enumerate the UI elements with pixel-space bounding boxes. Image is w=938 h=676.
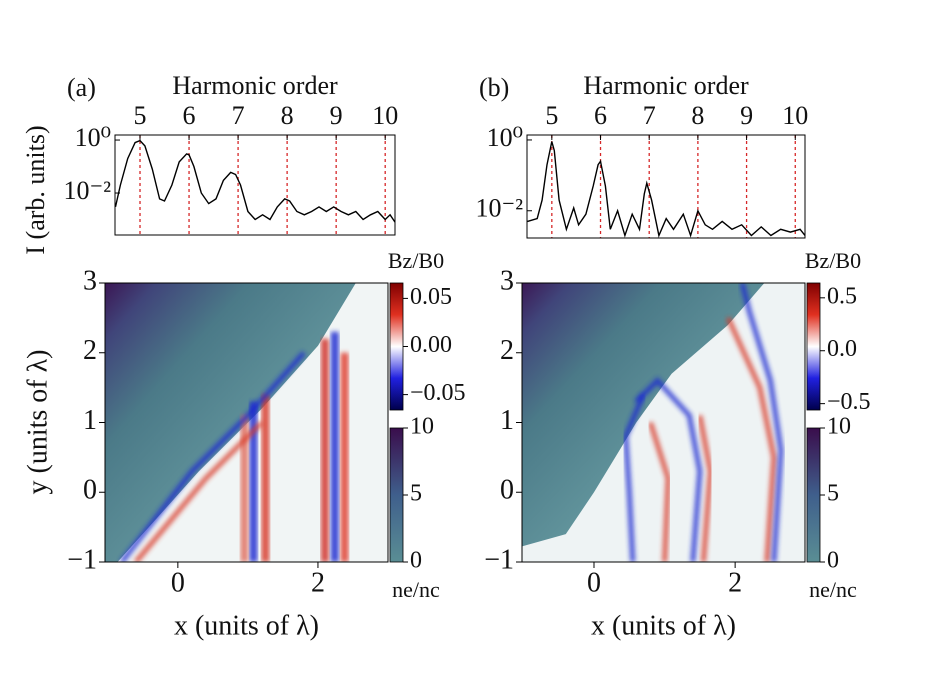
plot-frame bbox=[114, 134, 396, 236]
spectrum-line bbox=[115, 139, 395, 223]
colorbar-title: ne/nc bbox=[392, 577, 440, 602]
field-image bbox=[105, 283, 388, 562]
colorbar bbox=[806, 427, 821, 563]
field-stripe bbox=[634, 376, 703, 562]
panel-label: (b) bbox=[479, 73, 509, 102]
colorbar-tick-label: 5 bbox=[827, 481, 839, 507]
field-stripe bbox=[340, 352, 349, 562]
y-tick-label: 0 bbox=[500, 475, 514, 506]
field-stripe bbox=[320, 338, 329, 562]
x-tick-label: 2 bbox=[728, 567, 742, 598]
colorbar bbox=[806, 282, 821, 411]
field-stripe bbox=[249, 401, 258, 562]
colorbar bbox=[389, 282, 404, 411]
x-tick-label: 2 bbox=[311, 567, 325, 598]
field-stripe bbox=[240, 415, 249, 562]
y-tick-label: 10⁻² bbox=[63, 176, 111, 205]
y-tick-label: 0 bbox=[83, 475, 97, 506]
density-region bbox=[522, 283, 765, 547]
colorbar-tick-label: 10 bbox=[410, 414, 434, 440]
spectrum-line bbox=[527, 141, 805, 238]
colorbar-title: Bz/B0 bbox=[805, 248, 861, 273]
field-stripe bbox=[725, 316, 777, 562]
colorbar-tick-label: 0.00 bbox=[410, 332, 452, 358]
x-tick-label: 7 bbox=[232, 101, 245, 130]
colorbar-tick-label: 0 bbox=[410, 548, 422, 574]
field-stripe bbox=[330, 331, 339, 562]
field-stripe bbox=[133, 420, 264, 562]
y-tick-label: 3 bbox=[83, 265, 97, 296]
colorbar-tick-label: 5 bbox=[410, 481, 422, 507]
y-axis-title: I (arb. units) bbox=[21, 125, 50, 254]
density-region bbox=[105, 283, 356, 562]
x-axis-title: x (units of λ) bbox=[591, 610, 736, 641]
x-tick-label: 9 bbox=[330, 101, 343, 130]
y-tick-label: 10⁰ bbox=[487, 123, 523, 152]
colorbar-title: ne/nc bbox=[809, 577, 857, 602]
y-tick-label: −1 bbox=[67, 544, 97, 575]
y-tick-label: 10⁰ bbox=[75, 123, 111, 152]
x-tick-label: 10 bbox=[372, 101, 398, 130]
y-axis-title: y (units of λ) bbox=[22, 349, 53, 494]
x-tick-label: 0 bbox=[587, 567, 601, 598]
x-tick-label: 0 bbox=[171, 567, 185, 598]
y-tick-label: 1 bbox=[83, 405, 97, 436]
y-tick-label: −1 bbox=[484, 544, 514, 575]
colorbar-tick-label: −0.05 bbox=[410, 380, 466, 406]
colorbar-tick-label: 0.5 bbox=[827, 283, 857, 309]
x-axis-title: Harmonic order bbox=[172, 71, 338, 100]
x-tick-label: 9 bbox=[740, 101, 753, 130]
x-axis-title: Harmonic order bbox=[583, 71, 749, 100]
x-tick-label: 5 bbox=[545, 101, 558, 130]
colorbar-tick-label: 10 bbox=[827, 414, 851, 440]
field-stripe bbox=[119, 351, 306, 562]
colorbar-tick-label: 0.0 bbox=[827, 336, 857, 362]
field-stripe bbox=[261, 394, 270, 562]
y-tick-label: 2 bbox=[83, 335, 97, 366]
field-stripe bbox=[697, 415, 713, 562]
x-tick-label: 6 bbox=[594, 101, 607, 130]
colorbar-title: Bz/B0 bbox=[388, 248, 444, 273]
x-tick-label: 5 bbox=[134, 101, 147, 130]
plot-frame bbox=[526, 134, 806, 239]
y-tick-label: 3 bbox=[500, 265, 514, 296]
colorbar-tick-label: −0.5 bbox=[827, 389, 871, 415]
field-image bbox=[522, 283, 805, 562]
field-stripe bbox=[623, 393, 646, 562]
colorbar-tick-label: 0.05 bbox=[410, 284, 452, 310]
x-tick-label: 7 bbox=[643, 101, 656, 130]
y-tick-label: 1 bbox=[500, 405, 514, 436]
y-tick-label: 10⁻² bbox=[475, 194, 523, 223]
panel-label: (a) bbox=[67, 73, 96, 102]
colorbar-tick-label: 0 bbox=[827, 548, 839, 574]
colorbar bbox=[389, 427, 404, 563]
field-stripe bbox=[739, 283, 784, 562]
field-stripe bbox=[648, 421, 671, 562]
x-tick-label: 8 bbox=[281, 101, 294, 130]
x-axis-title: x (units of λ) bbox=[174, 610, 319, 641]
x-tick-label: 10 bbox=[782, 101, 808, 130]
x-tick-label: 6 bbox=[183, 101, 196, 130]
x-tick-label: 8 bbox=[691, 101, 704, 130]
y-tick-label: 2 bbox=[500, 335, 514, 366]
